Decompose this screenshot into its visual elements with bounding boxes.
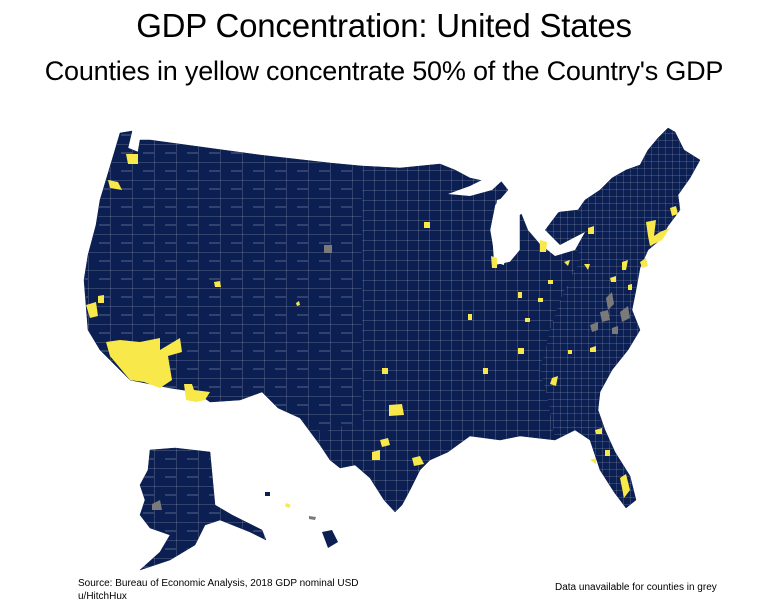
alaska <box>139 447 267 571</box>
hawaii-oahu <box>285 503 291 508</box>
hawaii-maui <box>309 516 316 520</box>
region-west <box>83 130 363 433</box>
author-line: u/HitchHux <box>78 591 127 602</box>
grey-note: Data unavailable for counties in grey <box>555 582 717 593</box>
source-credit: Source: Bureau of Economic Analysis, 201… <box>78 577 359 603</box>
chart-title: GDP Concentration: United States <box>136 7 632 44</box>
lake-huron-erie <box>520 198 585 256</box>
highlighted-counties <box>86 154 678 498</box>
grey-counties <box>152 245 630 510</box>
hawaii-big-island <box>322 530 338 548</box>
hawaii-kauai <box>265 492 270 496</box>
source-line: Source: Bureau of Economic Analysis, 201… <box>78 578 359 589</box>
region-east <box>539 127 701 509</box>
lake-superior <box>448 176 505 196</box>
us-county-map <box>83 127 701 571</box>
lake-michigan <box>492 196 512 265</box>
chart-subtitle: Counties in yellow concentrate 50% of th… <box>44 56 724 86</box>
